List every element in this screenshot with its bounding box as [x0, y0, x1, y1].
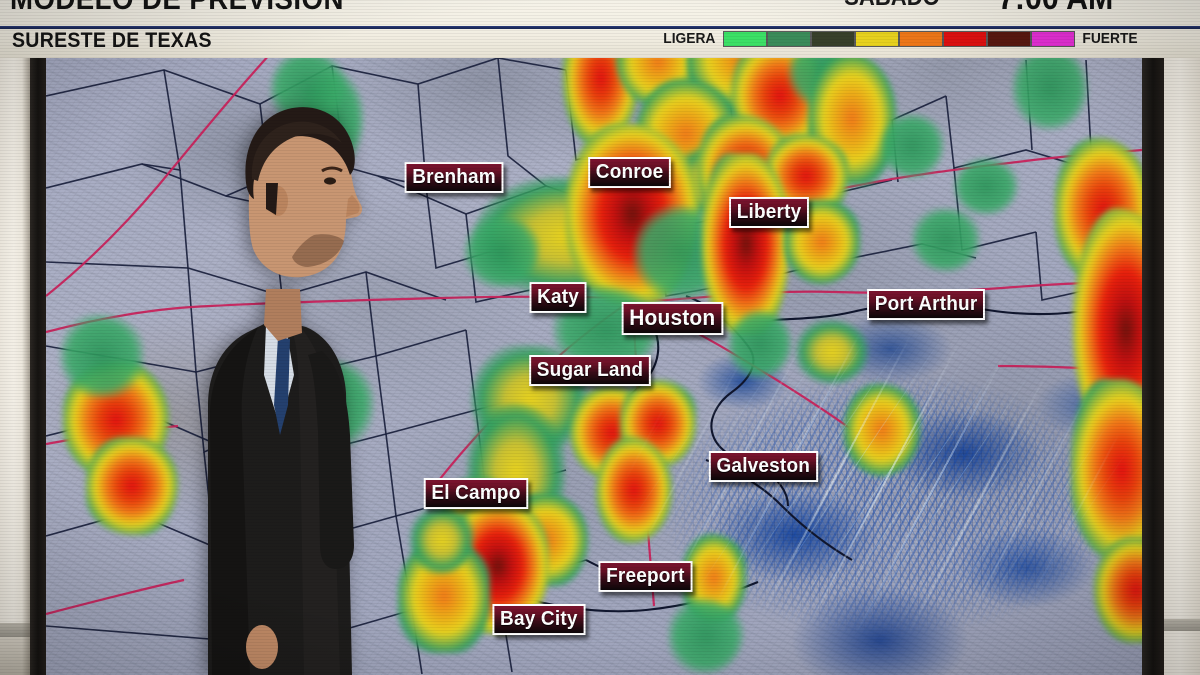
on-air-meteorologist	[154, 75, 384, 675]
screen-bezel-left	[30, 0, 46, 675]
radar-cell-green	[727, 309, 793, 379]
legend-swatch-yellow	[855, 30, 899, 47]
jacket-sleeve	[308, 351, 354, 569]
city-label-liberty[interactable]: Liberty	[729, 197, 809, 228]
radar-cell-green	[1012, 46, 1088, 130]
header-title-row: MODELO DE PREVISIÓN SÁBADO 7:00 AM	[0, 0, 1200, 26]
screen-bezel-right	[1142, 0, 1164, 675]
region-subtitle: SURESTE DE TEXAS	[12, 29, 212, 52]
legend-swatch-light-green	[723, 30, 767, 47]
radar-cell-green	[911, 207, 981, 273]
eyebrow	[321, 166, 343, 173]
legend-swatches	[723, 30, 1075, 47]
radar-cell-red	[1070, 378, 1142, 562]
city-label-port-arthur[interactable]: Port Arthur	[867, 289, 986, 320]
city-label-bay-city[interactable]: Bay City	[492, 604, 586, 635]
broadcast-header-banner: MODELO DE PREVISIÓN SÁBADO 7:00 AM SURES…	[0, 0, 1200, 58]
weather-radar-map[interactable]: Brenham Conroe Liberty Port Arthur Katy Houst…	[46, 0, 1142, 675]
legend-high-label: FUERTE	[1082, 30, 1138, 47]
jacket-left-panel	[210, 327, 258, 675]
studio-wall-right	[1164, 0, 1200, 675]
radar-cell-red	[86, 436, 178, 536]
hair-highlight	[251, 121, 342, 181]
legend-swatch-dark-red	[987, 30, 1031, 47]
city-label-katy[interactable]: Katy	[529, 282, 587, 313]
radar-cell-yellow	[409, 505, 475, 575]
header-subtitle-row: SURESTE DE TEXAS LIGERA FUERTE	[0, 26, 1200, 55]
city-label-sugar-land[interactable]: Sugar Land	[529, 355, 651, 386]
city-label-freeport[interactable]: Freeport	[598, 561, 693, 592]
city-label-galveston[interactable]: Galveston	[708, 451, 818, 482]
header-divider	[0, 26, 1200, 29]
sideburn	[266, 183, 278, 215]
legend-swatch-orange	[899, 30, 943, 47]
wall-shadow-left	[22, 0, 32, 675]
radar-cell-red	[596, 436, 672, 544]
city-label-houston[interactable]: Houston	[621, 302, 723, 335]
eye	[324, 177, 336, 185]
radar-cell-orange	[844, 384, 920, 476]
hand	[246, 625, 278, 669]
legend-swatch-medium-green	[767, 30, 811, 47]
radar-cell-green	[60, 314, 144, 398]
legend-swatch-dark-green	[811, 30, 855, 47]
intensity-legend: LIGERA FUERTE	[661, 30, 1140, 47]
radar-cell-green	[464, 215, 540, 289]
nose	[346, 195, 360, 217]
page-title: MODELO DE PREVISIÓN	[10, 0, 344, 17]
radar-cell-yellow	[795, 319, 869, 385]
forecast-day: SÁBADO	[844, 0, 940, 12]
radar-cell-green	[879, 113, 945, 179]
radar-cell-green	[668, 598, 744, 674]
legend-swatch-magenta	[1031, 30, 1075, 47]
legend-low-label: LIGERA	[663, 30, 716, 47]
wall-baseboard-right	[1164, 619, 1200, 631]
forecast-time: 7:00 AM	[998, 0, 1113, 17]
necktie	[274, 337, 290, 435]
neck	[264, 289, 302, 341]
city-label-conroe[interactable]: Conroe	[588, 157, 672, 188]
city-label-el-campo[interactable]: El Campo	[423, 478, 529, 509]
city-label-brenham[interactable]: Brenham	[404, 162, 504, 193]
beard	[292, 234, 344, 267]
legend-swatch-red	[943, 30, 987, 47]
radar-cell-green	[953, 157, 1019, 215]
